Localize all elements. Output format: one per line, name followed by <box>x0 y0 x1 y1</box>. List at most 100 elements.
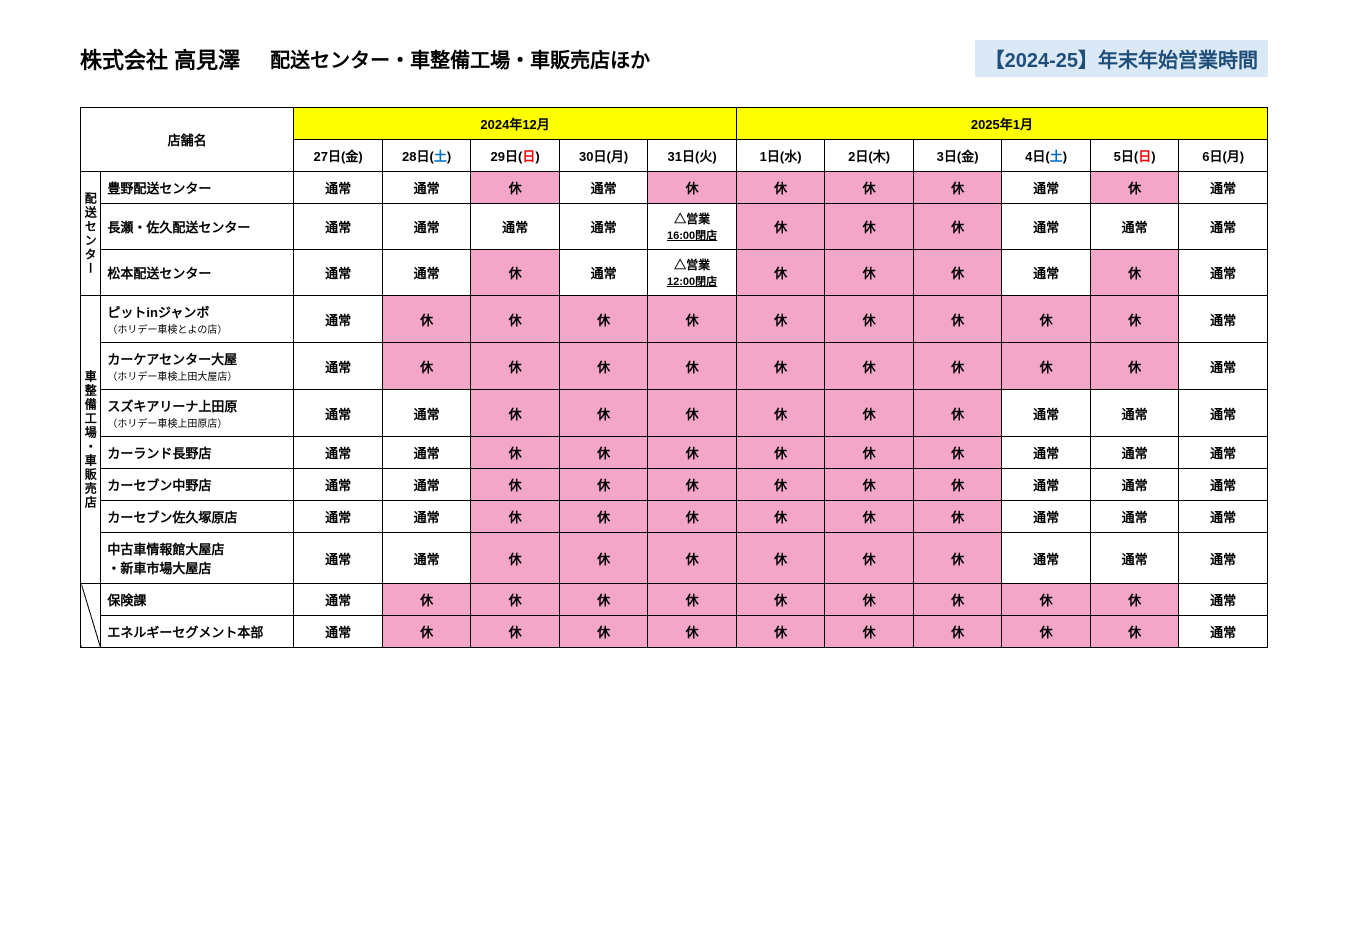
status-cell: 通常 <box>1090 204 1179 250</box>
table-row: 車整備工場・車販売店ピットinジャンボ（ホリデー車検とよの店）通常休休休休休休休… <box>81 296 1268 343</box>
status-cell: 休 <box>559 584 648 616</box>
status-cell: 休 <box>648 469 737 501</box>
status-cell: 通常 <box>294 343 383 390</box>
table-row: 中古車情報館大屋店・新車市場大屋店通常通常休休休休休休通常通常通常 <box>81 533 1268 584</box>
status-cell: 休 <box>913 437 1002 469</box>
status-cell: 通常 <box>471 204 560 250</box>
status-cell: 通常 <box>1179 501 1268 533</box>
status-cell: 通常 <box>1002 172 1091 204</box>
table-row: カーセブン中野店通常通常休休休休休休通常通常通常 <box>81 469 1268 501</box>
company-name: 株式会社 高見澤 <box>80 43 240 75</box>
status-cell: 通常 <box>1179 584 1268 616</box>
status-cell: 休 <box>1090 250 1179 296</box>
status-cell: 休 <box>913 204 1002 250</box>
status-cell: 通常 <box>1090 390 1179 437</box>
status-cell: 休 <box>559 296 648 343</box>
status-cell: 通常 <box>382 501 471 533</box>
status-cell: 通常 <box>1090 469 1179 501</box>
store-name: エネルギーセグメント本部 <box>101 616 294 648</box>
store-name: カーケアセンター大屋（ホリデー車検上田大屋店） <box>101 343 294 390</box>
status-cell: 通常 <box>382 437 471 469</box>
status-cell: △営業12:00閉店 <box>648 250 737 296</box>
status-cell: 休 <box>913 296 1002 343</box>
status-cell: 休 <box>1090 343 1179 390</box>
status-cell: 休 <box>825 501 914 533</box>
status-cell: 休 <box>736 533 825 584</box>
table-row: 配送センター豊野配送センター通常通常休通常休休休休通常休通常 <box>81 172 1268 204</box>
store-sub: （ホリデー車検上田大屋店） <box>107 368 291 383</box>
status-cell: 休 <box>1090 616 1179 648</box>
store-name: 保険課 <box>101 584 294 616</box>
day-header: 31日(火) <box>648 140 737 172</box>
status-cell: 休 <box>736 172 825 204</box>
status-cell: 通常 <box>1179 343 1268 390</box>
status-cell: 休 <box>913 250 1002 296</box>
table-row: スズキアリーナ上田原（ホリデー車検上田原店）通常通常休休休休休休通常通常通常 <box>81 390 1268 437</box>
status-cell: 通常 <box>294 172 383 204</box>
day-header: 27日(金) <box>294 140 383 172</box>
status-cell: 休 <box>825 390 914 437</box>
status-cell: 通常 <box>1179 296 1268 343</box>
status-cell: 休 <box>913 172 1002 204</box>
status-cell: 通常 <box>1002 533 1091 584</box>
store-name: ピットinジャンボ（ホリデー車検とよの店） <box>101 296 294 343</box>
status-cell: 通常 <box>1179 533 1268 584</box>
status-cell: 休 <box>559 501 648 533</box>
status-cell: 通常 <box>1090 533 1179 584</box>
status-cell: 休 <box>913 533 1002 584</box>
table-row: カーランド長野店通常通常休休休休休休通常通常通常 <box>81 437 1268 469</box>
status-cell: 休 <box>382 343 471 390</box>
status-cell: 通常 <box>294 204 383 250</box>
status-cell: 休 <box>736 250 825 296</box>
status-cell: 休 <box>736 584 825 616</box>
status-cell: 通常 <box>1002 501 1091 533</box>
status-cell: 通常 <box>1002 469 1091 501</box>
status-cell: 通常 <box>559 204 648 250</box>
status-cell: 休 <box>736 204 825 250</box>
status-cell: 通常 <box>1179 204 1268 250</box>
status-cell: 休 <box>736 343 825 390</box>
status-cell: 休 <box>736 501 825 533</box>
status-cell: 休 <box>1090 172 1179 204</box>
status-cell: 休 <box>825 204 914 250</box>
status-cell: 休 <box>736 616 825 648</box>
status-cell: 休 <box>1002 343 1091 390</box>
schedule-table: 店舗名 2024年12月 2025年1月 27日(金)28日(土)29日(日)3… <box>80 107 1268 648</box>
status-cell: 休 <box>1002 584 1091 616</box>
status-cell: 通常 <box>294 616 383 648</box>
status-cell: 休 <box>825 469 914 501</box>
status-cell: 休 <box>825 437 914 469</box>
category-label: 車整備工場・車販売店 <box>81 296 101 584</box>
store-name-header: 店舗名 <box>81 108 294 172</box>
status-cell: 休 <box>825 296 914 343</box>
store-name: 中古車情報館大屋店・新車市場大屋店 <box>101 533 294 584</box>
status-cell: 休 <box>471 437 560 469</box>
status-cell: △営業16:00閉店 <box>648 204 737 250</box>
status-cell: 休 <box>736 296 825 343</box>
status-cell: 休 <box>825 172 914 204</box>
status-cell: 通常 <box>559 172 648 204</box>
status-cell: 通常 <box>1179 437 1268 469</box>
document-header: 株式会社 高見澤 配送センター・車整備工場・車販売店ほか 【2024-25】年末… <box>80 40 1268 77</box>
status-cell: 通常 <box>382 204 471 250</box>
status-cell: 休 <box>648 437 737 469</box>
status-cell: 休 <box>913 584 1002 616</box>
status-cell: 休 <box>913 343 1002 390</box>
status-cell: 通常 <box>1179 250 1268 296</box>
status-cell: 休 <box>648 501 737 533</box>
status-cell: 休 <box>1002 616 1091 648</box>
status-cell: 通常 <box>1179 390 1268 437</box>
table-row: 松本配送センター通常通常休通常△営業12:00閉店休休休通常休通常 <box>81 250 1268 296</box>
day-header: 1日(水) <box>736 140 825 172</box>
day-header: 6日(月) <box>1179 140 1268 172</box>
status-cell: 通常 <box>1179 469 1268 501</box>
day-header: 2日(木) <box>825 140 914 172</box>
status-cell: 休 <box>471 250 560 296</box>
table-row: エネルギーセグメント本部通常休休休休休休休休休通常 <box>81 616 1268 648</box>
status-cell: 休 <box>648 296 737 343</box>
day-header: 3日(金) <box>913 140 1002 172</box>
status-cell: 休 <box>648 343 737 390</box>
status-cell: 通常 <box>382 172 471 204</box>
status-cell: 休 <box>1090 584 1179 616</box>
table-head: 店舗名 2024年12月 2025年1月 27日(金)28日(土)29日(日)3… <box>81 108 1268 172</box>
